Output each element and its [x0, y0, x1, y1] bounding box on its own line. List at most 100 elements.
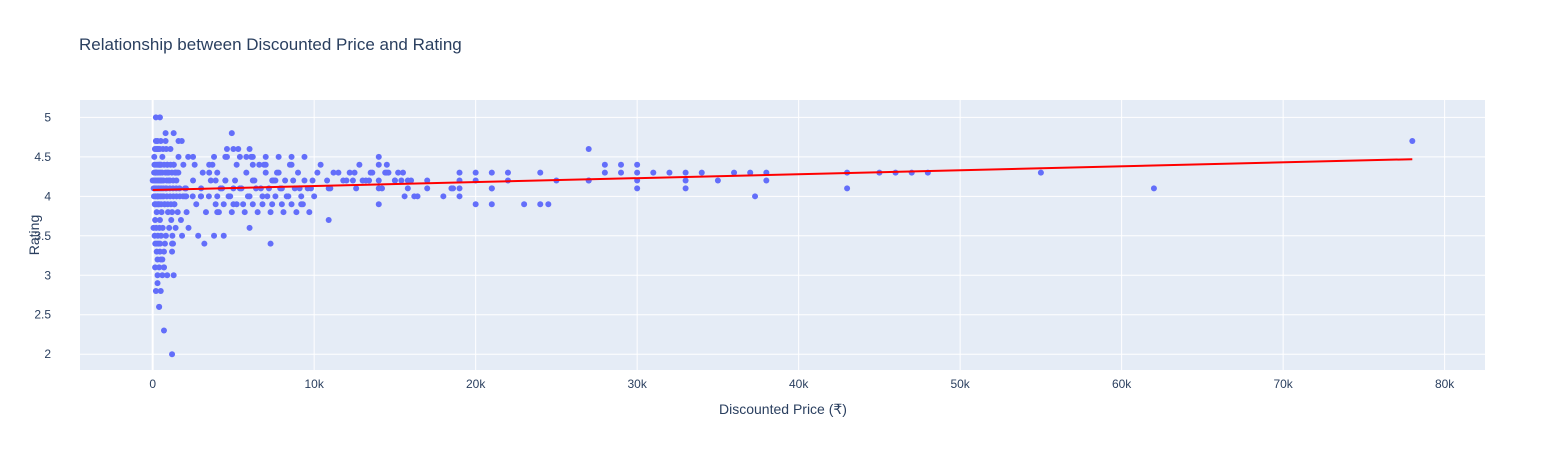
scatter-point — [324, 177, 331, 184]
scatter-point — [205, 193, 212, 200]
scatter-point — [267, 209, 274, 216]
scatter-point — [248, 153, 255, 160]
scatter-point — [207, 177, 214, 184]
scatter-point — [288, 153, 295, 160]
x-tick-label: 20k — [466, 377, 486, 391]
scatter-point — [180, 161, 187, 168]
scatter-point — [298, 193, 305, 200]
scatter-point — [278, 201, 285, 208]
scatter-point — [167, 145, 174, 152]
y-tick-label: 2 — [44, 347, 51, 361]
scatter-point — [164, 272, 171, 279]
scatter-point — [440, 193, 447, 200]
scatter-point — [169, 232, 176, 239]
y-tick-label: 2.5 — [34, 308, 51, 322]
scatter-point — [450, 185, 457, 192]
scatter-point — [177, 217, 184, 223]
scatter-point — [634, 169, 641, 176]
scatter-point — [272, 193, 279, 200]
scatter-point — [375, 185, 382, 192]
scatter-point — [585, 145, 592, 152]
scatter-point — [456, 185, 463, 192]
scatter-point — [356, 161, 363, 168]
scatter-point — [424, 185, 431, 192]
scatter-point — [151, 153, 158, 160]
scatter-point — [190, 153, 197, 160]
x-tick-label: 40k — [789, 377, 809, 391]
scatter-point — [1409, 138, 1416, 145]
scatter-point — [233, 161, 240, 168]
scatter-point — [395, 169, 402, 176]
scatter-point — [159, 272, 166, 279]
scatter-point — [232, 177, 239, 184]
y-axis-title: Rating — [26, 215, 42, 255]
scatter-point — [190, 177, 197, 184]
scatter-point — [264, 193, 271, 200]
scatter-point — [698, 169, 705, 176]
scatter-point — [295, 169, 302, 176]
scatter-point — [375, 161, 382, 168]
scatter-point — [401, 193, 408, 200]
scatter-point — [249, 201, 256, 208]
scatter-point — [169, 351, 176, 358]
scatter-point — [222, 177, 229, 184]
scatter-point — [301, 177, 308, 184]
scatter-point — [153, 209, 160, 216]
scatter-point — [375, 153, 382, 160]
scatter-point — [521, 201, 528, 208]
scatter-point — [488, 201, 495, 208]
trend-line-group — [152, 158, 1413, 191]
scatter-point — [179, 232, 186, 239]
scatter-point — [650, 169, 657, 176]
scatter-point — [280, 209, 287, 216]
scatter-point — [424, 177, 431, 184]
scatter-point — [214, 193, 221, 200]
scatter-point — [214, 169, 221, 176]
scatter-point — [162, 138, 169, 145]
scatter-point — [254, 209, 261, 216]
scatter-point — [193, 201, 200, 208]
scatter-point — [404, 185, 411, 192]
scatter-point — [160, 248, 167, 255]
trend-line — [152, 158, 1413, 191]
scatter-point — [1150, 185, 1157, 192]
scatter-point — [157, 138, 164, 145]
scatter-point — [398, 177, 405, 184]
scatter-point — [212, 201, 219, 208]
scatter-point — [504, 169, 511, 176]
scatter-point — [220, 201, 227, 208]
scatter-point — [174, 209, 181, 216]
scatter-point — [185, 224, 192, 231]
scatter-point — [301, 153, 308, 160]
scatter-point — [752, 193, 759, 200]
scatter-point — [293, 209, 300, 216]
scatter-point — [272, 177, 279, 184]
scatter-point — [241, 209, 248, 216]
scatter-point — [283, 193, 290, 200]
scatter-point — [682, 169, 689, 176]
scatter-point — [256, 161, 263, 168]
scatter-point — [230, 145, 237, 152]
scatter-point — [382, 169, 389, 176]
scatter-point — [411, 193, 418, 200]
scatter-point — [327, 185, 334, 192]
scatter-point — [201, 240, 208, 247]
scatter-point — [306, 209, 313, 216]
scatter-point — [158, 209, 165, 216]
scatter-point — [456, 193, 463, 200]
scatter-point — [259, 193, 266, 200]
scatter-point — [165, 209, 172, 216]
scatter-point — [235, 145, 242, 152]
scatter-point — [399, 169, 406, 176]
scatter-point — [164, 161, 171, 168]
scatter-point — [173, 177, 180, 184]
scatter-point — [198, 193, 205, 200]
scatter-point — [383, 161, 390, 168]
scatter-point — [246, 224, 253, 231]
scatter-point — [314, 169, 321, 176]
scatter-point — [666, 169, 673, 176]
scatter-point — [456, 169, 463, 176]
scatter-point — [346, 169, 353, 176]
